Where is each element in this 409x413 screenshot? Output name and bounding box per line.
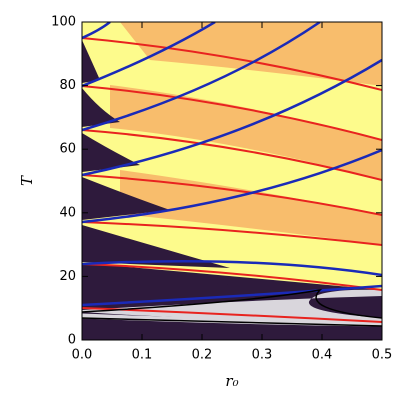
- blue-curve: [82, 22, 321, 132]
- y-axis-label: T: [18, 175, 36, 186]
- y-tick-label: 20: [59, 269, 76, 284]
- red-curve: [82, 174, 382, 216]
- red-curve: [82, 263, 382, 291]
- x-tick-label: 0.0: [72, 348, 93, 363]
- red-curve: [82, 85, 382, 141]
- blue-curve: [82, 22, 111, 40]
- blue-curve: [82, 22, 216, 88]
- blue-curve: [82, 284, 382, 307]
- y-tick-label: 60: [59, 142, 76, 157]
- blue-curve: [82, 58, 382, 177]
- band-region: [120, 170, 382, 245]
- gap-region: [82, 40, 100, 83]
- x-tick-label: 0.5: [372, 348, 393, 363]
- gap-region: [82, 177, 170, 220]
- gray-region: [82, 289, 382, 322]
- gap-region: [82, 225, 230, 268]
- red-curve: [82, 37, 382, 91]
- red-curve: [82, 221, 382, 246]
- y-tick-label: 0: [68, 333, 76, 348]
- x-tick-label: 0.1: [132, 348, 153, 363]
- black-curve: [82, 288, 382, 319]
- gap-region: [82, 133, 140, 172]
- y-tick-label: 100: [51, 15, 76, 30]
- plot-frame: [81, 21, 383, 341]
- red-curve: [82, 129, 382, 181]
- x-tick-label: 0.2: [192, 348, 213, 363]
- plot-regions: [82, 22, 382, 340]
- y-tick-label: 80: [59, 78, 76, 93]
- x-tick-label: 0.4: [312, 348, 333, 363]
- band-region: [110, 85, 382, 180]
- x-tick-label: 0.3: [252, 348, 273, 363]
- gap-region: [82, 88, 120, 127]
- y-tick-label: 40: [59, 205, 76, 220]
- black-curve: [82, 317, 382, 327]
- gray-region: [82, 313, 382, 327]
- x-axis-label: r₀: [225, 372, 238, 390]
- blue-curve: [82, 148, 382, 224]
- blue-curve: [82, 259, 382, 277]
